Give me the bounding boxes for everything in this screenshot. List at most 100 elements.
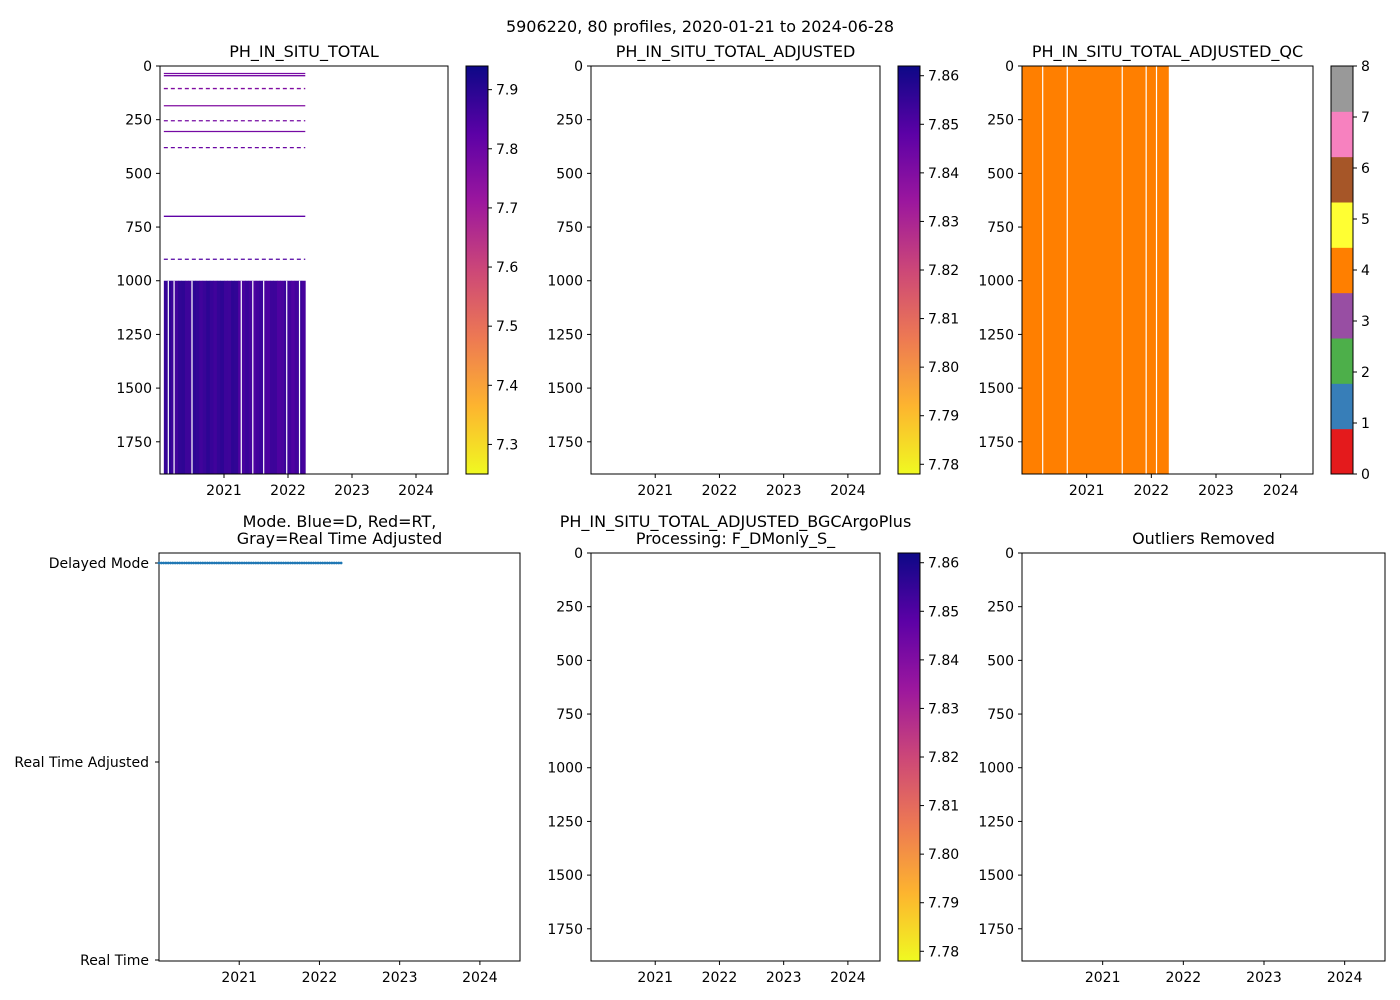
- delayed-mode-point: [169, 561, 172, 565]
- y-tick-label: 1500: [547, 381, 583, 397]
- delayed-mode-point: [245, 561, 248, 565]
- delayed-mode-point: [238, 561, 242, 565]
- delayed-mode-point: [182, 561, 186, 565]
- y-tick-label: 750: [987, 707, 1014, 723]
- heatmap-cell: [291, 280, 296, 474]
- y-tick-label: 0: [574, 546, 583, 562]
- delayed-mode-point: [226, 561, 230, 565]
- delayed-mode-point: [263, 561, 267, 565]
- delayed-mode-point: [335, 561, 338, 565]
- y-tick-label: 250: [556, 113, 583, 129]
- heatmap-cell: [252, 280, 257, 474]
- colorbar-tick-label: 7.8: [496, 142, 518, 158]
- x-tick-label: 2023: [1246, 970, 1282, 986]
- colorbar-tick-label: 7.85: [928, 604, 959, 620]
- colorbar-tick-label: 7.7: [496, 201, 518, 217]
- delayed-mode-point: [215, 561, 219, 565]
- colorbar-tick-label: 7.84: [928, 653, 959, 669]
- colorbar-tick-label: 7.9: [496, 83, 518, 99]
- heatmap-cell: [269, 280, 274, 474]
- y-tick-label: 1750: [116, 435, 152, 451]
- colorbar-tick-label: 7.81: [928, 312, 959, 328]
- figure-title: 5906220, 80 profiles, 2020-01-21 to 2024…: [506, 17, 894, 36]
- delayed-mode-point: [293, 561, 297, 565]
- panel-title: Outliers Removed: [1132, 529, 1275, 548]
- colorbar-band: [1331, 247, 1353, 294]
- colorbar-tick-label: 5: [1361, 212, 1370, 228]
- delayed-mode-point: [224, 561, 228, 565]
- colorbar-band: [1331, 428, 1353, 475]
- y-tick-label: 750: [125, 220, 152, 236]
- x-tick-label: 2022: [702, 483, 738, 499]
- heatmap-cell: [174, 280, 179, 474]
- delayed-mode-point: [231, 561, 235, 565]
- colorbar-tick-label: 7.78: [928, 457, 959, 473]
- delayed-mode-point: [307, 561, 311, 565]
- x-tick-label: 2024: [830, 483, 866, 499]
- x-tick-label: 2022: [302, 970, 338, 986]
- heatmap-cell: [216, 280, 221, 474]
- x-tick-label: 2021: [206, 483, 242, 499]
- heatmap-cell: [227, 280, 232, 474]
- delayed-mode-point: [208, 561, 212, 565]
- y-tick-label: 1000: [547, 761, 583, 777]
- heatmap-cell: [248, 280, 253, 474]
- colorbar-gradient: [466, 66, 488, 474]
- delayed-mode-point: [282, 561, 285, 565]
- x-tick-label: 2022: [1134, 483, 1170, 499]
- y-tick-label: 750: [987, 220, 1014, 236]
- panel-title: PH_IN_SITU_TOTAL_ADJUSTED: [616, 42, 856, 62]
- colorbar-tick-label: 7.4: [496, 378, 518, 394]
- colorbar-band: [1331, 292, 1353, 339]
- colorbar-tick-label: 7.6: [496, 260, 518, 276]
- y-tick-label: 1000: [547, 274, 583, 290]
- colorbar-band: [1331, 66, 1353, 112]
- x-tick-label: 2023: [766, 970, 802, 986]
- y-tick-label: 1250: [547, 327, 583, 343]
- delayed-mode-point: [249, 561, 253, 565]
- delayed-mode-point: [194, 561, 198, 565]
- panel-title-line: Mode. Blue=D, Red=RT,: [243, 512, 437, 531]
- heatmap-cell: [192, 280, 197, 474]
- delayed-mode-point: [210, 561, 214, 565]
- colorbar-tick-label: 1: [1361, 416, 1370, 432]
- y-tick-label: 1750: [978, 922, 1014, 938]
- colorbar-tick-label: 4: [1361, 263, 1370, 279]
- y-tick-label: 1750: [547, 435, 583, 451]
- colorbar-tick-label: 7.3: [496, 437, 518, 453]
- heatmap-cell: [185, 280, 189, 474]
- heatmap-cell: [206, 280, 211, 474]
- delayed-mode-point: [203, 561, 207, 565]
- panel-ph-in-situ-total-adjusted: 0 250 500 750 1000 1250 1500 1750 2021 2022 2023 20…: [547, 42, 959, 499]
- panel-title-line: Processing: F_DMonly_S_: [636, 529, 836, 549]
- delayed-mode-point: [268, 561, 272, 565]
- panel-title-line: Gray=Real Time Adjusted: [237, 529, 443, 548]
- heatmap-cell: [209, 280, 214, 474]
- delayed-mode-point: [288, 561, 292, 565]
- panel-outliers-removed: 0 250 500 750 1000 1250 1500 1750 2021 2022 2023 20…: [978, 529, 1386, 986]
- heatmap-cell: [273, 280, 278, 474]
- heatmap-cell: [298, 280, 303, 474]
- y-tick-label: 1000: [978, 761, 1014, 777]
- axes-frame: [159, 65, 449, 475]
- y-tick-label: 1500: [547, 868, 583, 884]
- heatmap-cell: [287, 280, 292, 474]
- colorbar-band: [1331, 383, 1353, 430]
- heatmap-cell: [163, 280, 168, 474]
- delayed-mode-point: [328, 561, 331, 565]
- heatmap-cell: [238, 280, 243, 474]
- delayed-mode-point: [337, 561, 341, 565]
- delayed-mode-point: [233, 561, 237, 565]
- x-tick-label: 2024: [398, 483, 434, 499]
- panel-ph-in-situ-total: 0 250 500 750 1000 1250 1500 1750 2021 2022 2023 20…: [116, 42, 518, 499]
- heatmap-cell: [202, 280, 207, 474]
- qc-block: [1022, 66, 1169, 474]
- delayed-mode-point: [157, 561, 161, 565]
- colorbar-band: [1331, 202, 1353, 248]
- colorbar-tick-label: 6: [1361, 161, 1370, 177]
- delayed-mode-point: [254, 561, 258, 565]
- delayed-mode-point: [164, 561, 168, 565]
